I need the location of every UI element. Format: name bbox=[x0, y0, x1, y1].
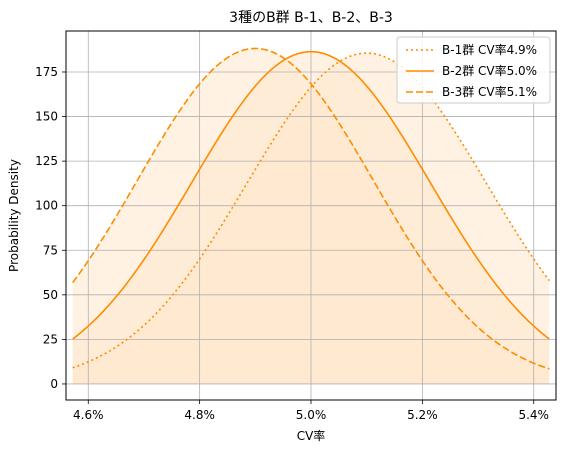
y-tick-label: 100 bbox=[35, 199, 58, 213]
x-tick-label: 4.8% bbox=[184, 408, 215, 422]
x-axis-title: CV率 bbox=[297, 428, 326, 443]
legend-label: B-1群 CV率4.9% bbox=[442, 42, 537, 57]
x-tick-label: 5.2% bbox=[407, 408, 438, 422]
gridlines bbox=[66, 31, 556, 400]
y-tick-label: 25 bbox=[43, 332, 58, 346]
y-tick-label: 125 bbox=[35, 154, 58, 168]
legend-label: B-3群 CV率5.1% bbox=[442, 84, 537, 99]
x-tick-label: 5.4% bbox=[518, 408, 549, 422]
y-axis-title: Probability Density bbox=[7, 159, 21, 272]
series-lines bbox=[72, 47, 550, 370]
y-tick-label: 150 bbox=[35, 110, 58, 124]
series-line bbox=[72, 52, 550, 369]
legend: B-1群 CV率4.9% B-2群 CV率5.0% B-3群 CV率5.1% bbox=[396, 36, 551, 104]
y-tick-label: 75 bbox=[43, 243, 58, 257]
series-line bbox=[72, 50, 550, 340]
y-axis-ticks: 0 25 50 75 100 125 150 175 bbox=[35, 65, 66, 391]
y-tick-label: 50 bbox=[43, 288, 58, 302]
series-line bbox=[72, 47, 550, 370]
x-tick-label: 5.0% bbox=[296, 408, 327, 422]
x-axis-ticks: 4.6% 4.8% 5.0% 5.2% 5.4% bbox=[73, 400, 549, 422]
x-tick-label: 4.6% bbox=[73, 408, 104, 422]
y-tick-label: 175 bbox=[35, 65, 58, 79]
y-tick-label: 0 bbox=[50, 377, 58, 391]
legend-label: B-2群 CV率5.0% bbox=[442, 63, 537, 78]
chart-title: 3種のB群 B-1、B-2、B-3 bbox=[229, 10, 393, 26]
legend-box bbox=[396, 36, 551, 104]
